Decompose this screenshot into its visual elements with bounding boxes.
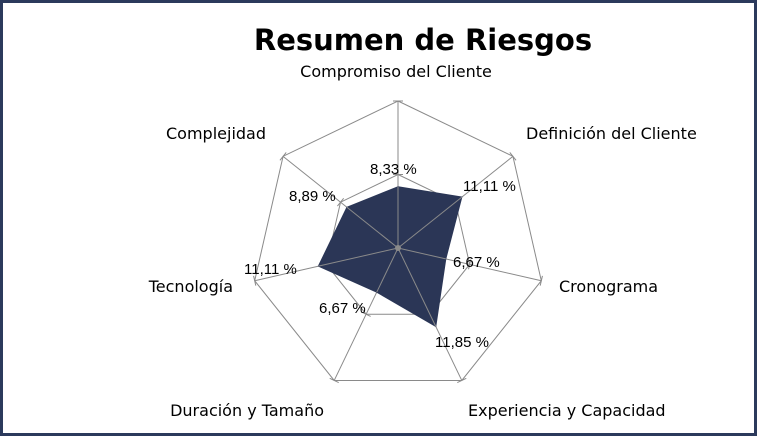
grid-ring — [254, 100, 542, 381]
grid-tick — [361, 311, 371, 317]
grid-tick — [509, 152, 517, 161]
grid-tick — [253, 275, 257, 286]
radar-chart: Compromiso del Cliente Definición del Cli… — [148, 62, 697, 420]
grid-tick — [468, 259, 472, 270]
axis-label: Duración y Tamaño — [170, 401, 324, 420]
inner-spoke — [346, 206, 399, 249]
center-point — [395, 245, 401, 251]
grid-tick — [279, 152, 287, 161]
axis-label: Experiencia y Capacidad — [468, 401, 666, 420]
inner-spoke — [376, 247, 399, 293]
chart-title: Resumen de Riesgos — [253, 23, 593, 57]
data-label: 11,85 % — [435, 334, 489, 351]
data-label: 11,11 % — [463, 178, 516, 195]
inner-spoke — [397, 247, 437, 327]
radar-series — [317, 186, 463, 328]
inner-spoke — [318, 247, 399, 267]
data-label: 11,11 % — [244, 261, 297, 278]
grid-tick — [337, 197, 345, 207]
grid-tick — [329, 377, 339, 384]
inner-spoke — [397, 247, 446, 260]
grid-tick — [539, 275, 543, 286]
axis-label: Cronograma — [559, 277, 658, 296]
data-label: 6,67 % — [453, 254, 500, 271]
axis-label: Complejidad — [166, 124, 266, 143]
series-area — [317, 186, 463, 328]
data-label: 8,89 % — [289, 188, 336, 205]
radar-labels: Compromiso del Cliente Definición del Cli… — [148, 62, 697, 420]
data-label: 8,33 % — [370, 161, 417, 178]
grid-tick — [457, 377, 467, 384]
axis-label: Compromiso del Cliente — [300, 62, 492, 81]
axis-label: Definición del Cliente — [526, 124, 697, 143]
data-label: 6,67 % — [319, 300, 366, 317]
inner-spoke — [397, 196, 463, 249]
axis-label: Tecnología — [148, 277, 233, 296]
